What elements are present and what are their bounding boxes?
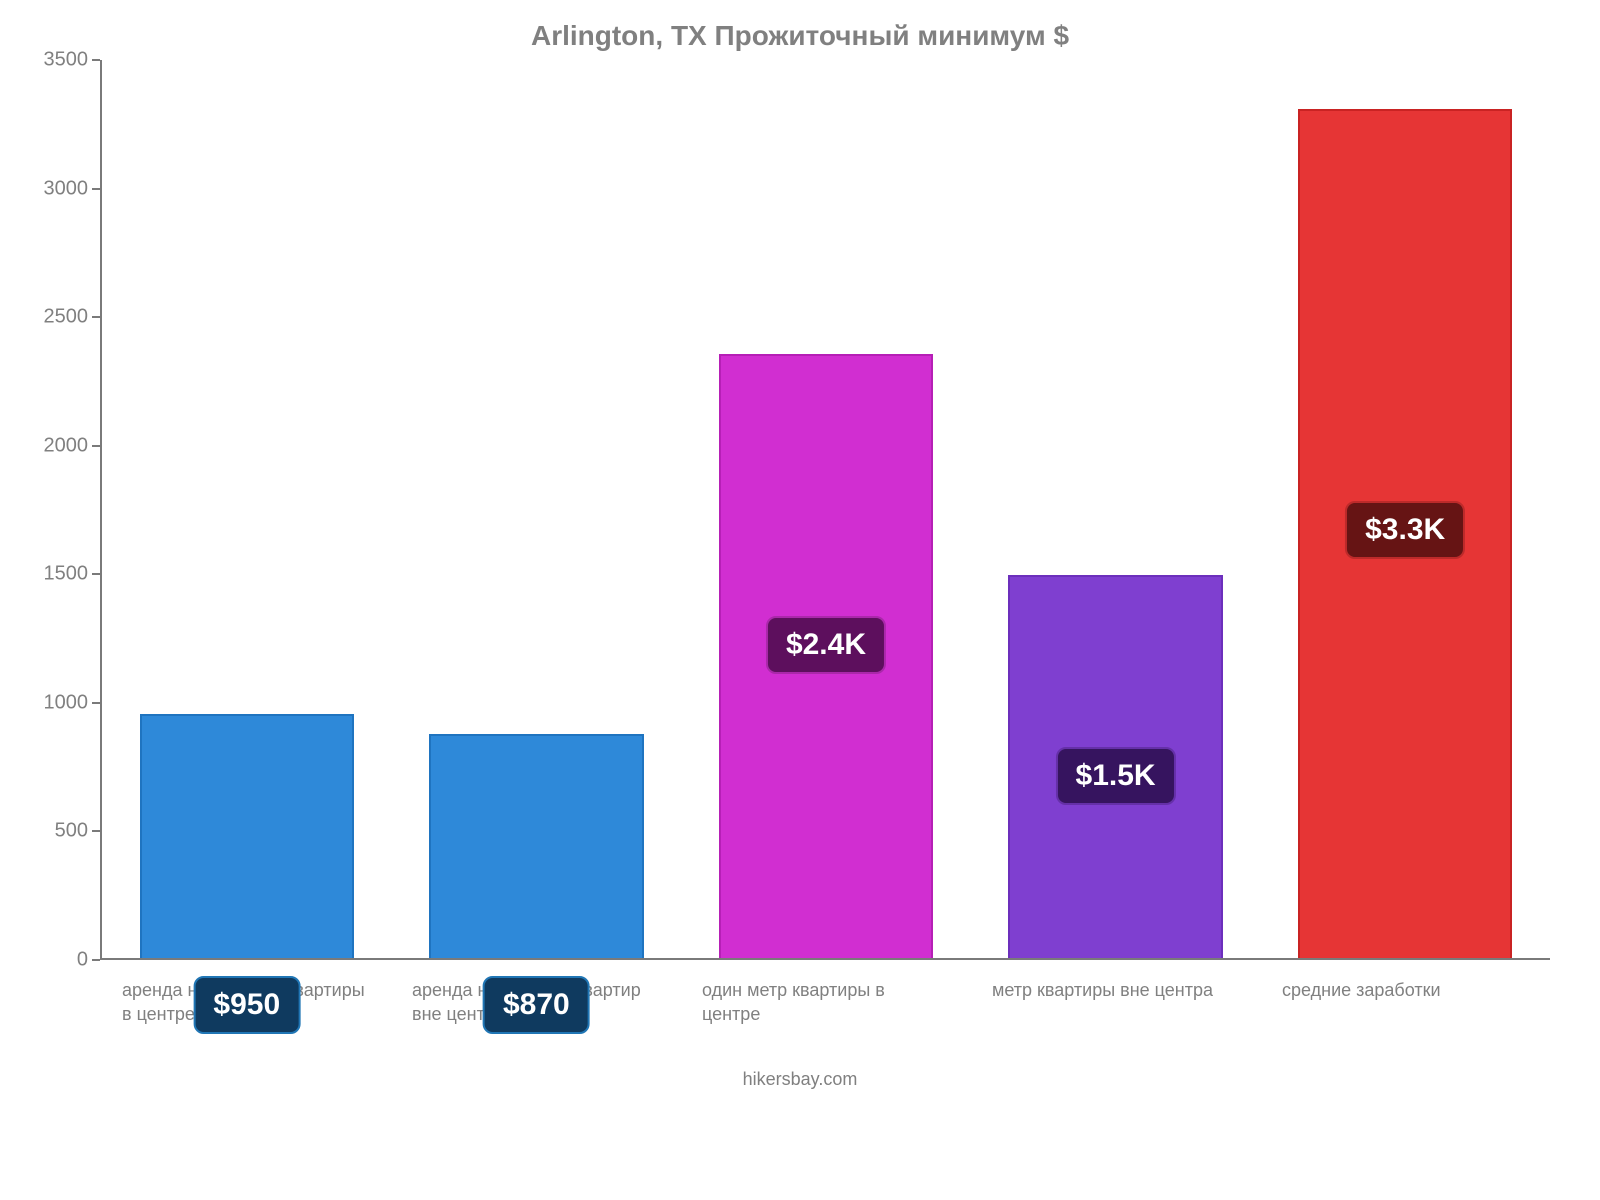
y-tick-label: 3000 (44, 177, 89, 200)
bar: $1.5K (1008, 575, 1222, 958)
plot-area: $950$870$2.4K$1.5K$3.3K 0500100015002000… (100, 60, 1550, 960)
y-tick (92, 702, 100, 704)
value-badge: $950 (193, 976, 300, 1034)
bar: $2.4K (719, 354, 933, 958)
bar-slot: $870 (392, 60, 682, 958)
cost-of-living-chart: Arlington, TX Прожиточный минимум $ $950… (30, 20, 1570, 1180)
y-tick (92, 59, 100, 61)
bar-slot: $3.3K (1260, 60, 1550, 958)
bar: $870 (429, 734, 643, 958)
y-tick (92, 573, 100, 575)
value-badge: $1.5K (1056, 747, 1176, 805)
x-axis-label: средние заработки (1260, 978, 1550, 1027)
y-tick-label: 2500 (44, 306, 89, 329)
y-tick-label: 500 (55, 820, 88, 843)
bar-slot: $2.4K (681, 60, 971, 958)
y-tick-label: 2000 (44, 434, 89, 457)
value-badge: $3.3K (1345, 501, 1465, 559)
y-tick-label: 1500 (44, 563, 89, 586)
bar-slot: $950 (102, 60, 392, 958)
x-axis-label: метр квартиры вне центра (970, 978, 1260, 1027)
x-axis-label: один метр квартиры в центре (680, 978, 970, 1027)
bars-container: $950 $870 $2.4K $1.5K $3.3K (102, 60, 1550, 958)
y-tick-label: 0 (77, 949, 88, 972)
bar: $3.3K (1298, 109, 1512, 958)
bar: $950 (140, 714, 354, 958)
y-tick (92, 830, 100, 832)
bar-slot: $1.5K (971, 60, 1261, 958)
y-tick-label: 3500 (44, 49, 89, 72)
chart-title: Arlington, TX Прожиточный минимум $ (30, 20, 1570, 52)
x-axis-labels: аренда небольшой квартиры в центреаренда… (100, 978, 1550, 1027)
y-tick (92, 316, 100, 318)
y-tick (92, 445, 100, 447)
value-badge: $870 (483, 976, 590, 1034)
y-tick-label: 1000 (44, 691, 89, 714)
y-tick (92, 959, 100, 961)
chart-footer: hikersbay.com (30, 1069, 1570, 1090)
value-badge: $2.4K (766, 616, 886, 674)
y-tick (92, 188, 100, 190)
